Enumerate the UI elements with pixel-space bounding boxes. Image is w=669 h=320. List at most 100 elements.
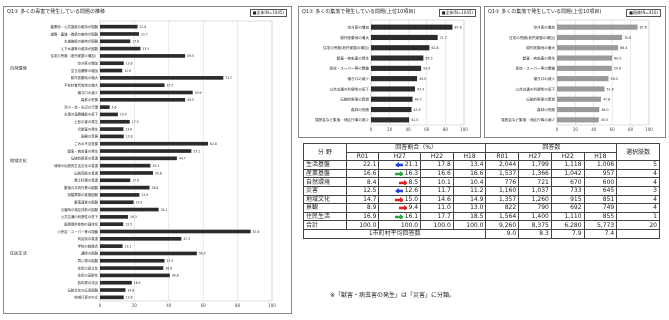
category-label: 獣害・病虫害の発生 [67,148,98,153]
table-cell: 822 [485,203,520,213]
category-label: 商店・スーパー等の閉鎖 [330,66,370,71]
row-category: 自然環境 [303,177,347,187]
bar [557,55,613,61]
category-label: 冠婚葬祭の実施困難 [67,192,98,197]
bar [100,141,209,146]
data-label: 40.6 [172,274,179,278]
bar [100,222,124,227]
bar [100,295,124,300]
category-label: 集落運営の困難 [74,200,98,205]
data-label: 41.0 [411,118,418,122]
category-label: 耕作放棄地の増大 [340,35,369,40]
row-category: 災害 [303,185,347,196]
row-category: 生活基盤 [303,160,347,170]
table-cell: 721 [518,177,552,187]
data-label: 37.5 [167,83,174,87]
category-label: 鳥獣害の発生 [78,126,99,131]
bar [100,163,151,168]
x-tick-label: 60 [424,127,430,132]
category-label: 道路・農道・橋梁の維持が困難 [51,31,99,36]
category-label: 獣害・病虫害の発生 [337,55,370,60]
year-header: H18 [452,151,487,162]
table-cell: 13.0 [452,203,487,213]
footer-value: 9.0 [485,228,520,239]
data-label: 87.6 [253,230,260,234]
data-label: 13.8 [126,62,133,66]
table-cell: 16.6 [452,168,487,179]
category-label: 河川・池・水辺の汚濁 [64,104,99,109]
table-row: 合計 100.0 100.0 100.0 100.0 9,260 8,375 6,280 5,7… [303,220,660,230]
arrow-left-icon [394,162,403,168]
bar [100,266,164,270]
header-count: 回答数 [485,143,618,153]
x-tick-label: 40 [591,127,597,132]
table-cell: 1,260 [518,194,552,205]
category-label: 空き家の増加 [533,24,555,29]
data-label: 13.6 [125,127,132,131]
category-label: 耕作放棄地の増大 [71,75,99,80]
year-header: H27 [378,151,422,162]
bar [371,96,413,102]
table-cell: 12.6 [378,185,422,196]
table-cell: 8.9 [345,203,380,213]
left-chart-panel: Q1① 多くの毒害で発生している問題の推移 ■全体(N=1045) 0 20 40 6… [3,6,292,314]
table-cell: 16.6 [420,168,454,179]
table-cell: 10.1 [420,177,454,187]
row-category: 住民生活 [303,211,347,222]
data-label: 45.5 [601,118,608,122]
mid-chart-legend: ■全体(N=1045) [438,9,476,17]
group-label: 住民生活 [10,250,27,257]
table-cell: 13.4 [452,160,487,170]
data-label: 53.9 [423,67,430,71]
category-label: 地域行事の中止 [74,295,98,300]
header-items: 選択肢数 [616,142,660,162]
data-label: 87.6 [640,25,647,29]
bar [557,24,638,30]
table-cell: 1,160 [485,185,520,196]
table-row: 産業基盤 16.6 16.3 16.6 16.6 1,537 1,366 1,042 957 4 [303,168,660,179]
table-cell: 645 [583,185,618,196]
bar [371,45,430,51]
category-label: 買い物の困難 [78,258,99,263]
x-tick-label: 60 [610,127,616,132]
table-cell: 1,357 [485,194,520,205]
data-label: 66.4 [620,46,627,50]
bar [100,215,129,219]
table-cell: 957 [583,168,618,179]
bar [371,34,438,41]
table-cell: 1,006 [583,160,618,170]
category-label: 運営会など集落・地区行事の減少 [315,117,369,122]
table-cell: 1,366 [518,168,552,179]
table-cell: 14.6 [420,194,454,205]
data-label: 17.6 [132,179,139,183]
data-label: 22.7 [141,32,148,36]
year-header: H22 [420,151,454,162]
left-bar-chart: 0 20 40 60 80 100 農業用・公共施設の維持が困難 21.8 道路・農道・橋梁の維… [10,20,276,308]
category-label: 森林の荒廃 [81,97,99,102]
bar [100,258,165,263]
table-cell: 15.0 [378,194,422,205]
arrow-down-icon [394,196,403,202]
arrow-down-icon [398,205,407,211]
year-header: H22 [550,151,585,162]
table-cell: 17.7 [420,211,454,222]
right-bar-chart: 0 20 40 60 80 100 空き家の増加 87.6 住宅の荒廃(老朽家屋の増加) 70.8… [501,19,653,132]
x-tick-label: 0 [99,303,102,308]
category-label: 空き家の増加 [347,24,369,29]
category-label: 森林の荒廃 [537,107,555,112]
bar [100,83,165,88]
table-cell: 8.5 [378,177,422,187]
bar [100,171,153,175]
table-cell: 1,400 [518,211,552,222]
data-label: 49.5 [187,98,194,102]
table-cell: 5,773 [583,220,618,230]
bar [100,185,150,190]
category-label: 働き口の減少 [347,76,369,81]
bar [100,288,126,292]
category-label: 学校の統廃合 [78,243,99,248]
data-label: 36.8 [165,266,172,270]
x-tick-label: 80 [628,127,634,132]
table-cell: 16.1 [378,211,422,222]
bar [100,112,118,117]
table-cell: 9.4 [378,203,422,213]
